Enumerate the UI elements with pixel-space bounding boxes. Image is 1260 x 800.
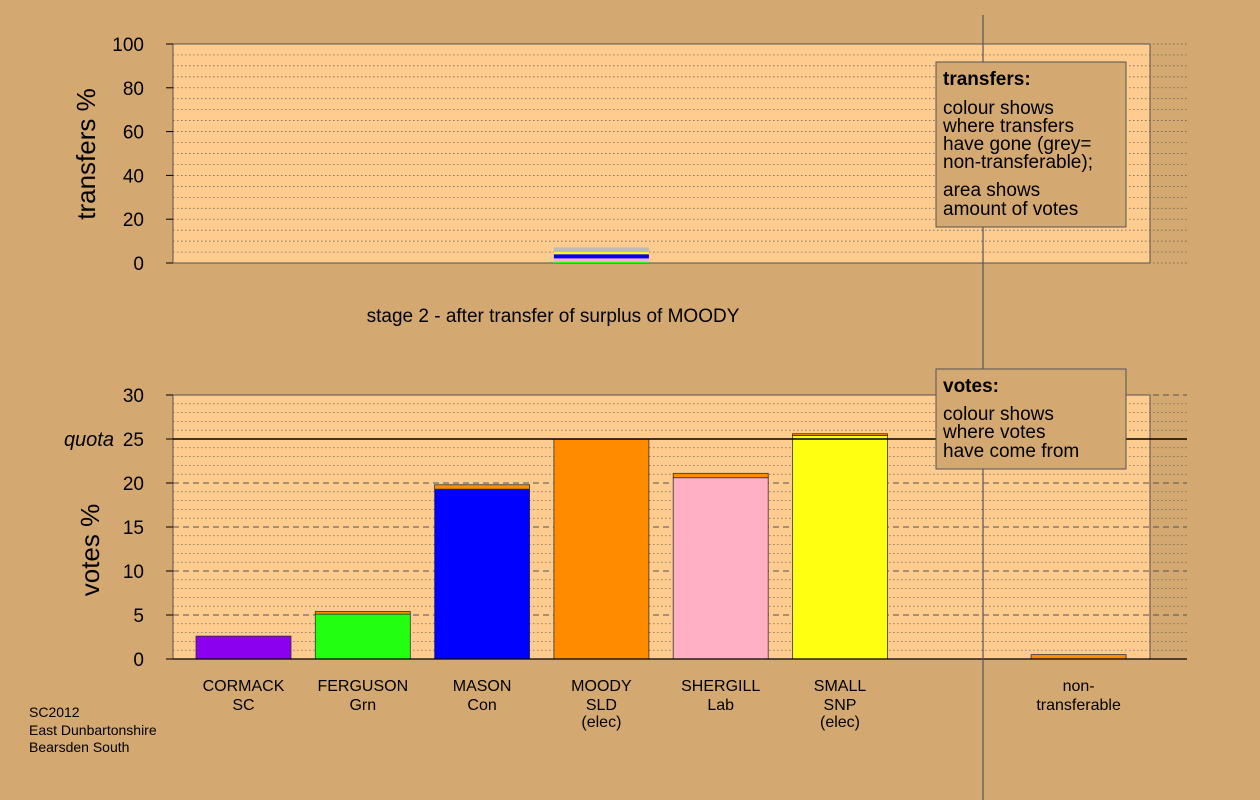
candidate-label: SMALL bbox=[814, 678, 867, 695]
vote-segment-from-moody bbox=[314, 611, 411, 615]
transfer-segment-mason bbox=[553, 254, 649, 259]
candidate-labels: CORMACKSCFERGUSONGrnMASONConMOODYSLD(ele… bbox=[203, 678, 1121, 731]
vote-segment-from-moody bbox=[672, 472, 769, 479]
candidate-label: MOODY bbox=[571, 678, 632, 695]
candidate-label: CORMACK bbox=[203, 678, 285, 695]
candidate-label: FERGUSON bbox=[317, 678, 408, 695]
transfers-legend-line: non-transferable); bbox=[943, 152, 1093, 173]
bar-shergill bbox=[672, 472, 769, 660]
transfers-y-tick-label: 0 bbox=[133, 254, 144, 275]
transfers-legend-line: have gone (grey= bbox=[943, 134, 1091, 155]
votes-bars bbox=[195, 433, 1127, 660]
vote-segment-from-moody bbox=[434, 484, 531, 490]
stage-title: stage 2 - after transfer of surplus of M… bbox=[367, 306, 740, 327]
bar-mason bbox=[434, 484, 531, 660]
bar-moody bbox=[553, 438, 650, 660]
footer-council: East Dunbartonshire bbox=[29, 722, 157, 738]
transfers-y-tick-label: 40 bbox=[123, 166, 144, 187]
vote-segment-from-moody bbox=[792, 433, 888, 436]
candidate-label: MASON bbox=[453, 678, 512, 695]
transfers-legend-line: colour shows bbox=[943, 98, 1054, 119]
votes-y-tick-label: 10 bbox=[123, 562, 144, 583]
transfers-legend-line: area shows bbox=[943, 180, 1040, 201]
transfers-legend-title: transfers: bbox=[943, 69, 1031, 90]
votes-legend-line: have come from bbox=[943, 441, 1079, 462]
transfers-y-tick-label: 100 bbox=[112, 35, 144, 56]
transfers-legend-line: where transfers bbox=[942, 116, 1074, 137]
vote-segment-from-moody bbox=[1030, 654, 1127, 660]
candidate-label: Lab bbox=[707, 697, 734, 714]
transfers-y-tick-label: 80 bbox=[123, 79, 144, 100]
transfer-segment-shergill bbox=[553, 258, 649, 262]
candidate-label: transferable bbox=[1036, 697, 1121, 714]
votes-y-tick-label: 25 bbox=[123, 430, 144, 451]
transfers-legend-background bbox=[935, 61, 1127, 228]
bar-non bbox=[1030, 654, 1127, 660]
votes-legend-line: where votes bbox=[942, 422, 1045, 443]
vote-segment-from-shergill bbox=[672, 477, 769, 660]
vote-segment-from-ferguson bbox=[314, 613, 411, 660]
transfer-segment-small bbox=[553, 252, 649, 255]
transfer-segment-ferguson bbox=[553, 261, 649, 263]
transfers-y-tick-label: 60 bbox=[123, 123, 144, 144]
votes-legend-title: votes: bbox=[943, 376, 999, 397]
transfers-legend-box: transfers: colour shows where transfers … bbox=[935, 61, 1127, 228]
votes-y-tick-label: 0 bbox=[133, 650, 144, 671]
transfers-y-tick-label: 20 bbox=[123, 210, 144, 231]
transfers-legend-line: amount of votes bbox=[943, 199, 1078, 220]
transfers-y-ticks: 0 20 40 60 80 100 bbox=[112, 35, 173, 275]
candidate-label: (elec) bbox=[820, 714, 860, 731]
votes-legend-line: colour shows bbox=[943, 404, 1054, 425]
votes-y-tick-label: 20 bbox=[123, 474, 144, 495]
footer-election: SC2012 bbox=[29, 704, 80, 720]
votes-y-tick-label: 15 bbox=[123, 518, 144, 539]
candidate-label: non- bbox=[1063, 678, 1095, 695]
candidate-label: SC bbox=[232, 697, 254, 714]
votes-legend-box: votes: colour shows where votes have com… bbox=[935, 368, 1127, 470]
votes-y-tick-label: 30 bbox=[123, 386, 144, 407]
candidate-label: Grn bbox=[349, 697, 376, 714]
vote-segment-from-cormack bbox=[195, 635, 292, 660]
transfers-bars bbox=[553, 247, 649, 263]
candidate-label: SHERGILL bbox=[681, 678, 760, 695]
transfer-segment-non-transferable bbox=[553, 247, 649, 253]
bar-cormack bbox=[195, 635, 292, 660]
candidate-label: (elec) bbox=[581, 714, 621, 731]
vote-segment-from-small bbox=[792, 435, 888, 660]
bar-ferguson bbox=[314, 611, 411, 660]
candidate-label: Con bbox=[467, 697, 496, 714]
footer-ward: Bearsden South bbox=[29, 739, 129, 755]
candidate-label: SLD bbox=[586, 697, 617, 714]
candidate-label: SNP bbox=[824, 697, 857, 714]
votes-y-ticks: 0 5 10 15 20 25 30 bbox=[123, 386, 173, 671]
transfers-y-axis-title: transfers % bbox=[71, 88, 101, 220]
votes-legend-background bbox=[935, 368, 1127, 470]
quota-label: quota bbox=[64, 429, 114, 451]
vote-segment-from-mason bbox=[434, 488, 531, 660]
votes-y-tick-label: 5 bbox=[133, 606, 144, 627]
election-footer: SC2012 East Dunbartonshire Bearsden Sout… bbox=[29, 704, 157, 755]
vote-segment-from-moody bbox=[553, 438, 650, 660]
votes-y-axis-title: votes % bbox=[75, 504, 105, 597]
bar-small bbox=[792, 433, 888, 660]
